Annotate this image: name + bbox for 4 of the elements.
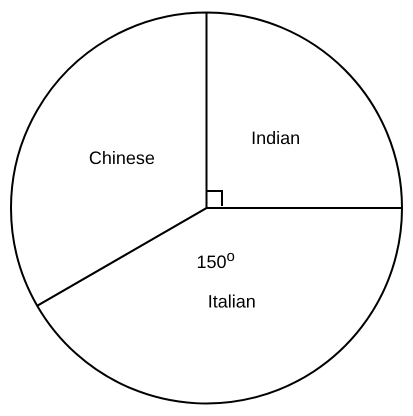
- slice-label: Indian: [251, 128, 300, 148]
- text: 150$^{o}$: [196, 248, 235, 273]
- slice-label: Italian: [208, 291, 256, 312]
- slice-label: Chinese: [88, 148, 155, 168]
